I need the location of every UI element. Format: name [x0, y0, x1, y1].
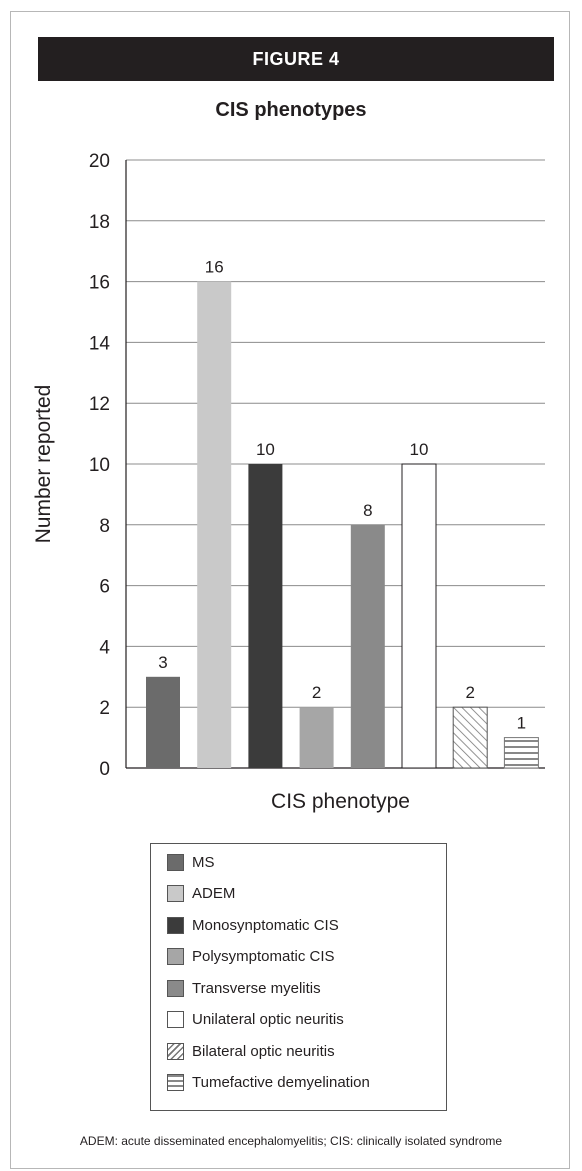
- y-tick-label: 0: [99, 759, 110, 780]
- legend-swatch: [167, 948, 184, 965]
- figure-banner: FIGURE 4: [38, 37, 554, 81]
- y-tick-label: 18: [89, 212, 110, 233]
- bar-value-label: 8: [363, 501, 372, 520]
- legend-swatch: [167, 1042, 184, 1060]
- y-axis-label: Number reported: [32, 385, 55, 544]
- bar-monosynptomatic-cis: [248, 464, 283, 768]
- figure-frame: [10, 11, 570, 1169]
- bar-value-label: 16: [205, 258, 224, 277]
- bar-value-label: 2: [465, 683, 474, 702]
- bar-value-label: 10: [410, 440, 429, 459]
- legend-item: Polysymptomatic CIS: [167, 946, 335, 968]
- y-tick-label: 6: [99, 577, 110, 598]
- bar-transverse-myelitis: [350, 524, 385, 768]
- legend-item: Monosynptomatic CIS: [167, 914, 339, 936]
- legend-item: Transverse myelitis: [167, 977, 321, 999]
- legend-item: Bilateral optic neuritis: [167, 1040, 335, 1062]
- legend-label: ADEM: [192, 885, 236, 902]
- legend-item: Unilateral optic neuritis: [167, 1009, 344, 1031]
- legend-label: MS: [192, 853, 215, 871]
- legend-swatch: [167, 979, 184, 997]
- legend-swatch: [167, 885, 184, 902]
- y-tick-label: 2: [99, 698, 110, 719]
- footnote: ADEM: acute disseminated encephalomyelit…: [79, 1134, 503, 1148]
- legend-item: MS: [167, 851, 215, 873]
- bar-value-label: 1: [517, 714, 526, 733]
- y-tick-label: 8: [99, 516, 110, 537]
- legend-label: Bilateral optic neuritis: [192, 1042, 335, 1060]
- legend-item: Tumefactive demyelination: [167, 1072, 370, 1094]
- y-tick-label: 16: [89, 273, 110, 294]
- bar-tumefactive-demyelination: [503, 737, 539, 769]
- bar-value-label: 2: [312, 683, 321, 702]
- y-tick-label: 12: [89, 394, 110, 415]
- legend-label: Polysymptomatic CIS: [192, 948, 335, 965]
- x-axis-label: CIS phenotype: [271, 790, 410, 813]
- bar-value-label: 3: [158, 653, 167, 672]
- bar-ms: [146, 676, 180, 768]
- legend-item: ADEM: [167, 883, 235, 905]
- legend-label: Transverse myelitis: [192, 979, 321, 997]
- bar-bilateral-optic-neuritis: [452, 706, 488, 769]
- legend-label: Unilateral optic neuritis: [192, 1011, 344, 1028]
- y-tick-label: 10: [89, 455, 110, 476]
- legend-swatch: [167, 1011, 184, 1028]
- legend-swatch: [167, 1074, 184, 1091]
- bar-adem: [197, 281, 232, 768]
- chart-legend: MS ADEM Monosynptomatic CIS Polysymptomatic…: [150, 843, 447, 1111]
- legend-label: Monosynptomatic CIS: [192, 916, 339, 934]
- bar-value-label: 10: [256, 440, 275, 459]
- legend-swatch: [167, 916, 184, 934]
- bar-polysymptomatic-cis: [299, 707, 334, 768]
- legend-label: Tumefactive demyelination: [192, 1074, 370, 1091]
- chart-title: CIS phenotypes: [215, 99, 367, 121]
- bar-unilateral-optic-neuritis: [401, 463, 437, 769]
- y-tick-label: 14: [89, 333, 111, 354]
- legend-swatch: [167, 853, 184, 871]
- y-tick-label: 20: [89, 151, 110, 172]
- y-tick-label: 4: [99, 637, 110, 658]
